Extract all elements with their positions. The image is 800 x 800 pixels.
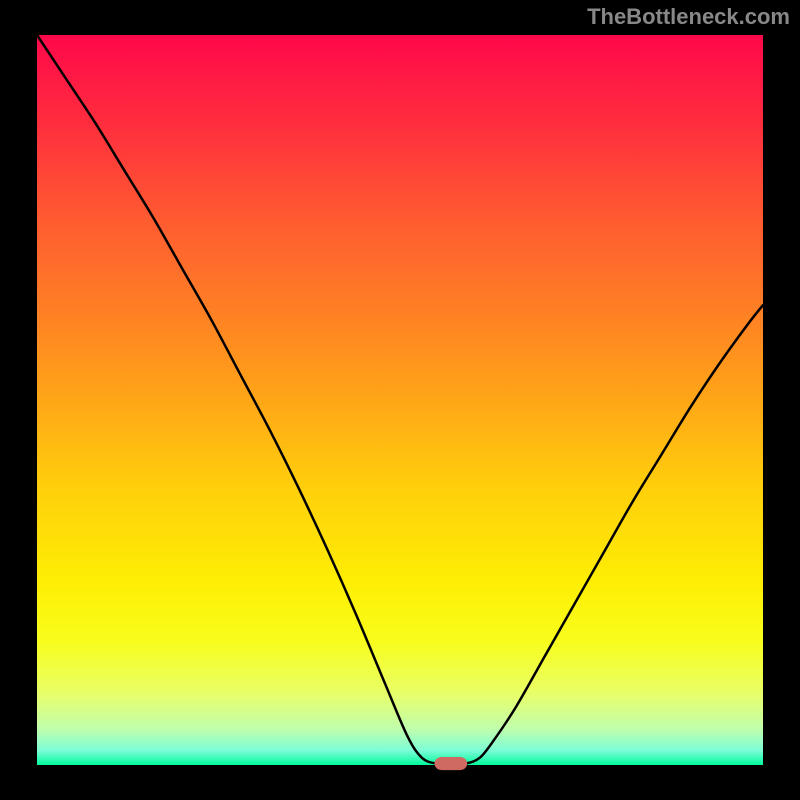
watermark-text: TheBottleneck.com	[587, 4, 790, 30]
bottleneck-curve-chart	[0, 0, 800, 800]
chart-container: TheBottleneck.com	[0, 0, 800, 800]
chart-background-gradient	[37, 35, 763, 765]
minimum-marker	[434, 757, 467, 770]
